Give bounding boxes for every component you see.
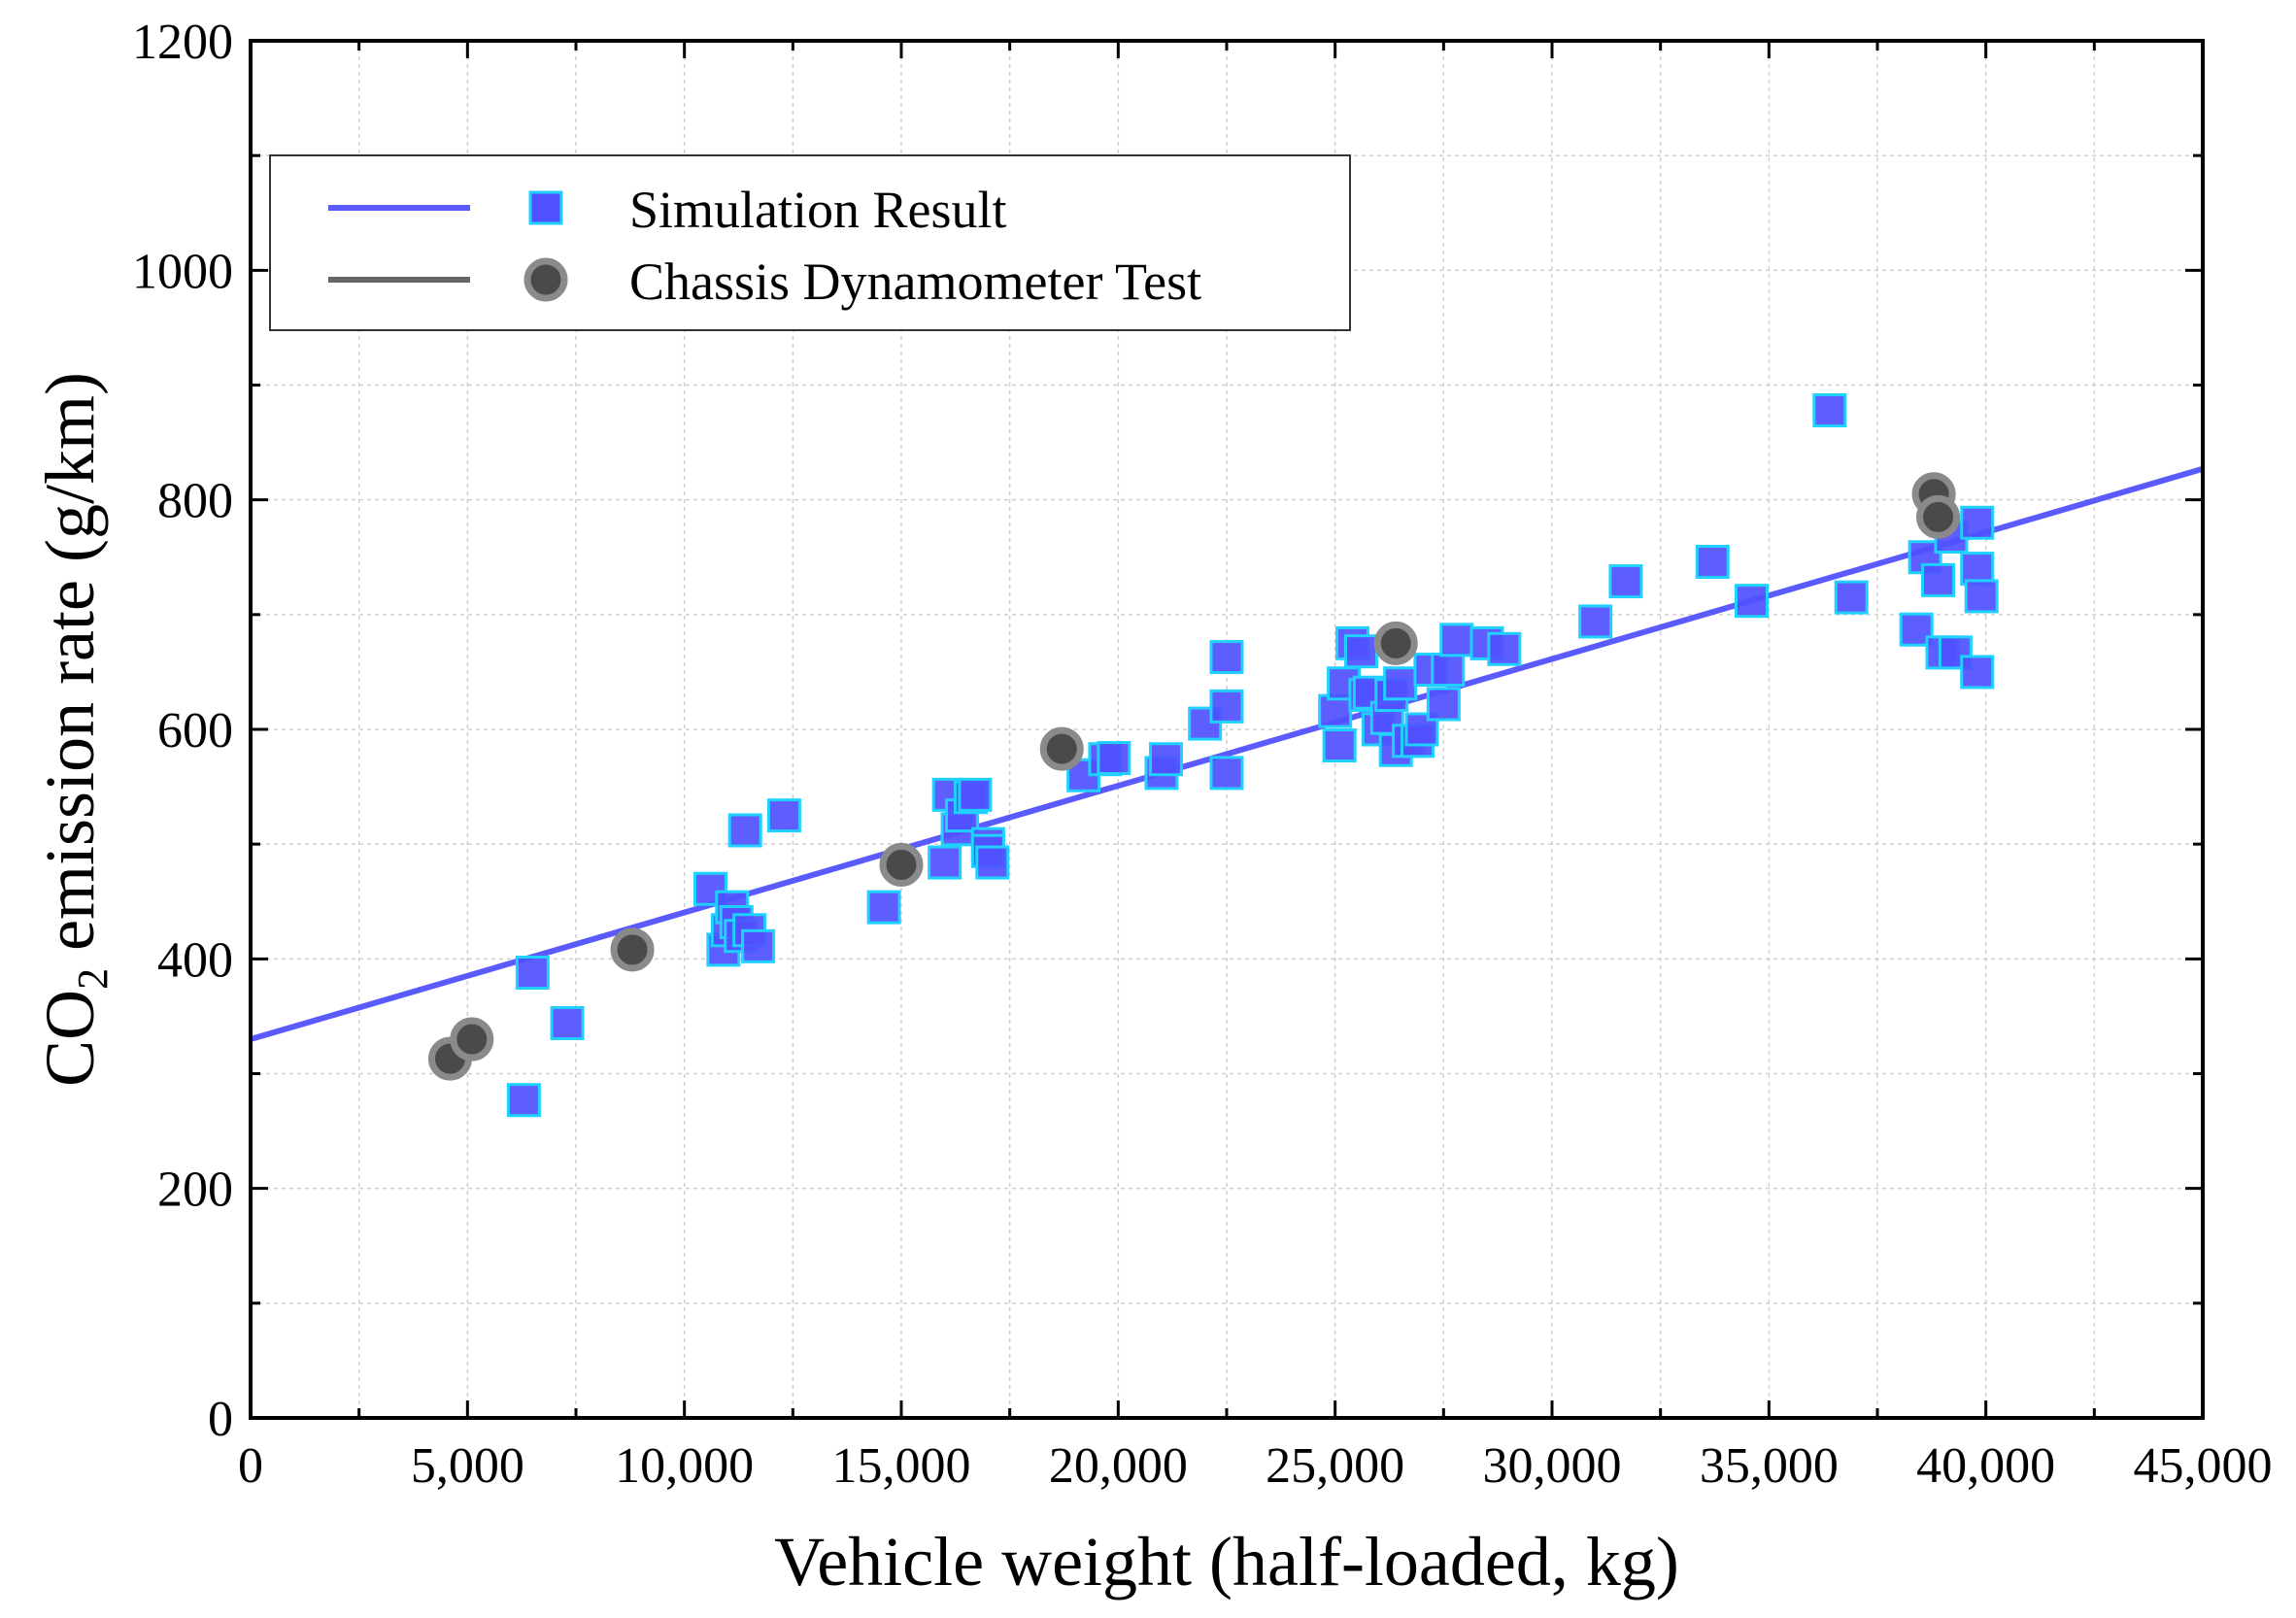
x-tick-label: 35,000 (1700, 1438, 1839, 1494)
y-tick-label: 800 (157, 474, 233, 529)
dynamometer-point (1373, 621, 1418, 665)
fit-lines (250, 465, 2204, 1042)
simulation-point (866, 890, 901, 925)
simulation-point (975, 845, 1010, 880)
y-tick-label: 200 (157, 1163, 233, 1218)
legend: Simulation Result Chassis Dynamometer Te… (269, 154, 1351, 331)
y-tick-label: 1200 (132, 15, 233, 70)
x-tick-label: 20,000 (1049, 1438, 1188, 1494)
dynamometer-point (610, 927, 655, 972)
data-points (427, 392, 1999, 1118)
simulation-point (1921, 562, 1956, 597)
dynamometer-point (1039, 726, 1084, 771)
x-tick-label: 5,000 (411, 1438, 524, 1494)
y-axis-title-rest: emission rate (g/km) (31, 372, 109, 968)
simulation-point (1734, 584, 1769, 619)
y-axis-title-part: CO (31, 990, 109, 1087)
simulation-point (1578, 604, 1613, 639)
simulation-point (1209, 689, 1244, 724)
tick-labels: 0 5,000 10,000 15,000 20,000 25,000 30,000 35,0… (132, 15, 2273, 1494)
simulation-point (1426, 687, 1461, 722)
simulation-point (1343, 634, 1378, 669)
simulation-point (1487, 631, 1522, 666)
simulation-point (1439, 623, 1474, 657)
legend-marker-simulation (528, 190, 563, 225)
simulation-point (1322, 728, 1357, 763)
x-tick-label: 30,000 (1483, 1438, 1622, 1494)
y-axis-title-subscript: 2 (69, 968, 117, 990)
simulation-point (727, 813, 762, 848)
y-tick-label: 400 (157, 932, 233, 988)
legend-box (269, 154, 1351, 331)
simulation-point (766, 798, 801, 833)
plot-frame (249, 39, 2205, 1420)
y-tick-label: 0 (208, 1392, 233, 1447)
dynamometer-point (879, 842, 924, 887)
simulation-point (1834, 580, 1869, 615)
simulation-point (1960, 505, 1995, 540)
dynamometer-point (1916, 494, 1961, 539)
simulation-point (1608, 564, 1643, 599)
x-tick-label: 10,000 (615, 1438, 754, 1494)
y-tick-label: 600 (157, 703, 233, 758)
simulation-point (506, 1083, 541, 1118)
legend-label-simulation: Simulation Result (629, 181, 1007, 239)
grid (251, 41, 2203, 1418)
simulation-point (1209, 756, 1244, 791)
simulation-point (515, 956, 550, 991)
y-axis-title: CO2 emission rate (g/km) (31, 372, 117, 1087)
y-tick-label: 1000 (132, 244, 233, 299)
simulation-point (1148, 742, 1183, 777)
simulation-point (1960, 655, 1995, 690)
simulation-point (1383, 666, 1418, 701)
simulation-point (1209, 640, 1244, 675)
fit-line (250, 465, 2204, 1042)
simulation-point (958, 777, 993, 812)
x-tick-label: 40,000 (1916, 1438, 2055, 1494)
simulation-point (1431, 653, 1466, 688)
x-tick-label: 25,000 (1266, 1438, 1404, 1494)
dynamometer-point (450, 1017, 494, 1062)
simulation-point (1097, 741, 1131, 776)
legend-label-chassis: Chassis Dynamometer Test (629, 253, 1201, 311)
simulation-point (1964, 579, 1999, 614)
x-axis-title: Vehicle weight (half-loaded, kg) (774, 1523, 1679, 1601)
simulation-point (1695, 544, 1730, 579)
simulation-point (1812, 392, 1847, 427)
legend-marker-chassis (523, 257, 568, 302)
simulation-point (928, 845, 962, 880)
x-tick-label: 15,000 (832, 1438, 971, 1494)
simulation-point (741, 928, 776, 963)
simulation-point (550, 1006, 585, 1041)
x-tick-label: 0 (238, 1438, 263, 1494)
x-tick-label: 45,000 (2134, 1438, 2273, 1494)
